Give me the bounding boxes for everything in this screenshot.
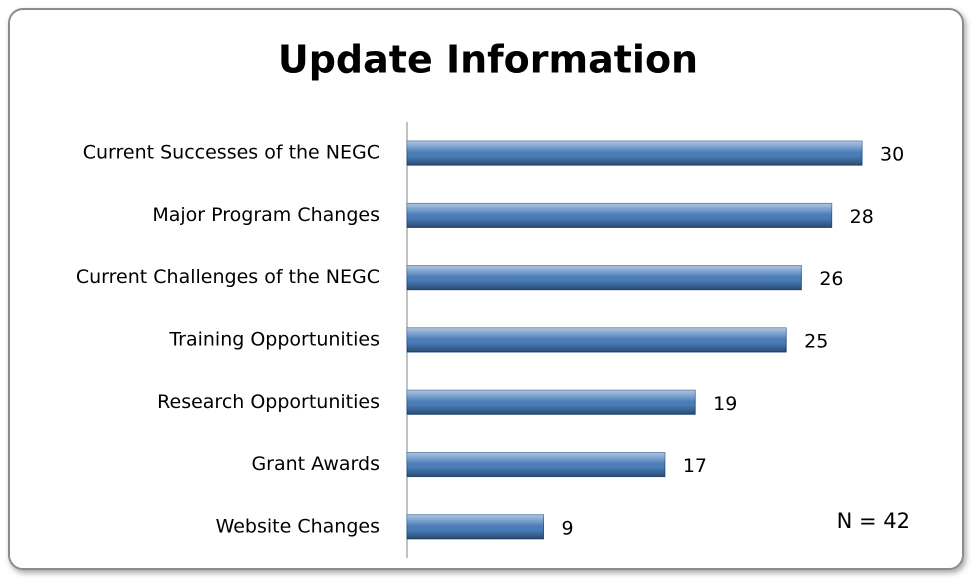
category-label: Current Successes of the NEGC [83, 142, 380, 164]
bar [406, 327, 787, 353]
value-label: 30 [880, 144, 904, 166]
category-label: Grant Awards [251, 453, 380, 475]
bar [406, 202, 833, 228]
value-label: 26 [819, 268, 843, 290]
bar [406, 514, 544, 540]
value-label: 28 [850, 206, 874, 228]
category-label: Major Program Changes [152, 204, 380, 226]
annotation: N = 42 [837, 509, 910, 533]
value-label: 25 [804, 331, 828, 353]
category-label: Research Opportunities [157, 391, 380, 413]
bar [406, 140, 863, 166]
value-label: 17 [683, 455, 707, 477]
bar [406, 389, 696, 415]
chart-title: Update Information [278, 38, 698, 82]
bar [406, 452, 666, 478]
category-label: Training Opportunities [168, 329, 380, 351]
value-label: 19 [713, 393, 737, 415]
bar [406, 265, 802, 291]
value-label: 9 [562, 517, 574, 539]
category-label: Website Changes [216, 515, 380, 537]
category-label: Current Challenges of the NEGC [76, 266, 380, 288]
